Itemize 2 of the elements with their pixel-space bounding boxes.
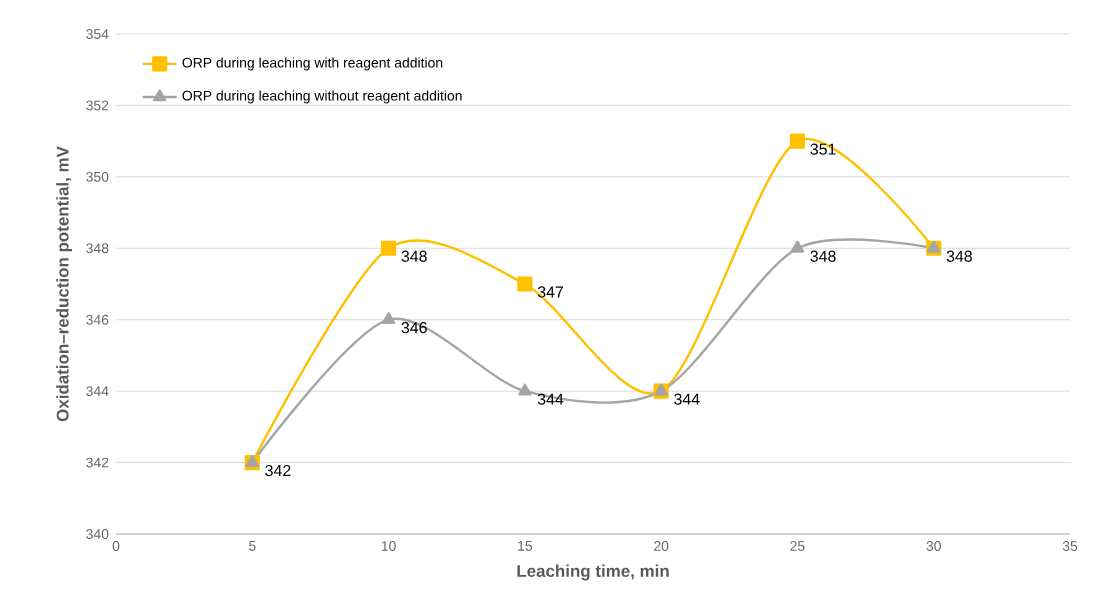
x-axis-title: Leaching time, min [517, 564, 669, 581]
y-axis-title: Oxidation–reduction potential, mV [56, 146, 72, 422]
